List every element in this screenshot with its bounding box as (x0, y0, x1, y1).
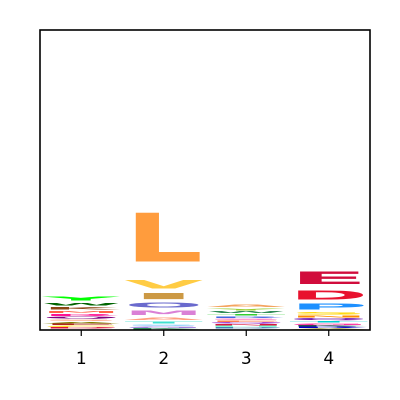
x-tick-label: 2 (158, 349, 169, 369)
logo-letter-pos3-T: T (207, 314, 286, 316)
logo-letter-pos1-K: K (42, 307, 121, 311)
logo-letter-pos1-W: W (42, 302, 120, 307)
logo-letter-pos2-S: S (125, 324, 203, 326)
logo-letter-pos3-S: S (207, 318, 286, 320)
logo-letter-pos1-S: S (42, 319, 120, 321)
logo-letter-pos4-R: R (290, 327, 368, 328)
logo-letter-pos4-P: P (290, 302, 368, 311)
plot-frame (39, 29, 371, 331)
logo-letter-pos1-M: M (42, 310, 120, 313)
logo-letter-pos2-V: V (125, 278, 204, 291)
logo-letter-pos2-O: O (125, 301, 204, 309)
logo-letter-pos3-Y: Y (207, 308, 286, 311)
x-tick-label: 3 (241, 349, 252, 369)
logo-letter-pos2-G: G (125, 327, 203, 329)
logo-letter-pos4-D: D (290, 288, 368, 302)
logo-letter-pos3-H: H (207, 326, 285, 328)
logo-letter-pos2-I: I (125, 291, 203, 301)
logo-letter-pos2-L: L (125, 200, 203, 278)
logo-letter-pos3-R: R (207, 316, 285, 318)
logo-letter-pos3-E: E (207, 320, 286, 322)
logo-letter-pos3-A: A (207, 304, 286, 308)
logo-letter-pos4-K: K (290, 325, 369, 327)
logo-letter-pos4-Q: Q (290, 318, 368, 321)
logo-letter-pos3-D: D (207, 327, 285, 328)
plot-background (40, 30, 370, 330)
logo-letter-pos4-N: N (290, 315, 368, 318)
logo-letter-pos3-N: N (207, 324, 285, 326)
logo-letter-pos1-Y: Y (42, 296, 121, 303)
x-tick-label: 4 (323, 349, 334, 369)
logo-letter-pos2-T: T (125, 321, 204, 324)
logo-letter-pos2-M: M (125, 309, 203, 316)
x-axis: 1 2 3 4 (76, 330, 334, 369)
logo-letter-pos1-E: E (42, 324, 121, 326)
letters-layer: GDCEASQRMKWYKGSTAMOIVLGDHNQESRTWYAARKGTQ… (42, 200, 369, 330)
logo-letter-pos1-A: A (42, 322, 121, 324)
logo-letter-pos3-Q: Q (207, 322, 286, 324)
logo-letter-pos3-W: W (207, 311, 285, 314)
logo-letter-pos1-C: C (42, 326, 121, 328)
logo-letter-pos4-E: E (290, 268, 369, 288)
logo-letter-pos2-A: A (125, 316, 204, 321)
logo-letter-pos4-S: S (290, 311, 368, 315)
x-tick-label: 1 (76, 349, 87, 369)
logo-letter-pos1-Q: Q (42, 317, 120, 320)
logo-letter-pos4-T: T (290, 321, 369, 323)
logo-letter-pos1-D: D (42, 327, 120, 328)
logo-letter-pos4-G: G (290, 323, 368, 325)
logo-letter-pos1-R: R (42, 314, 120, 317)
